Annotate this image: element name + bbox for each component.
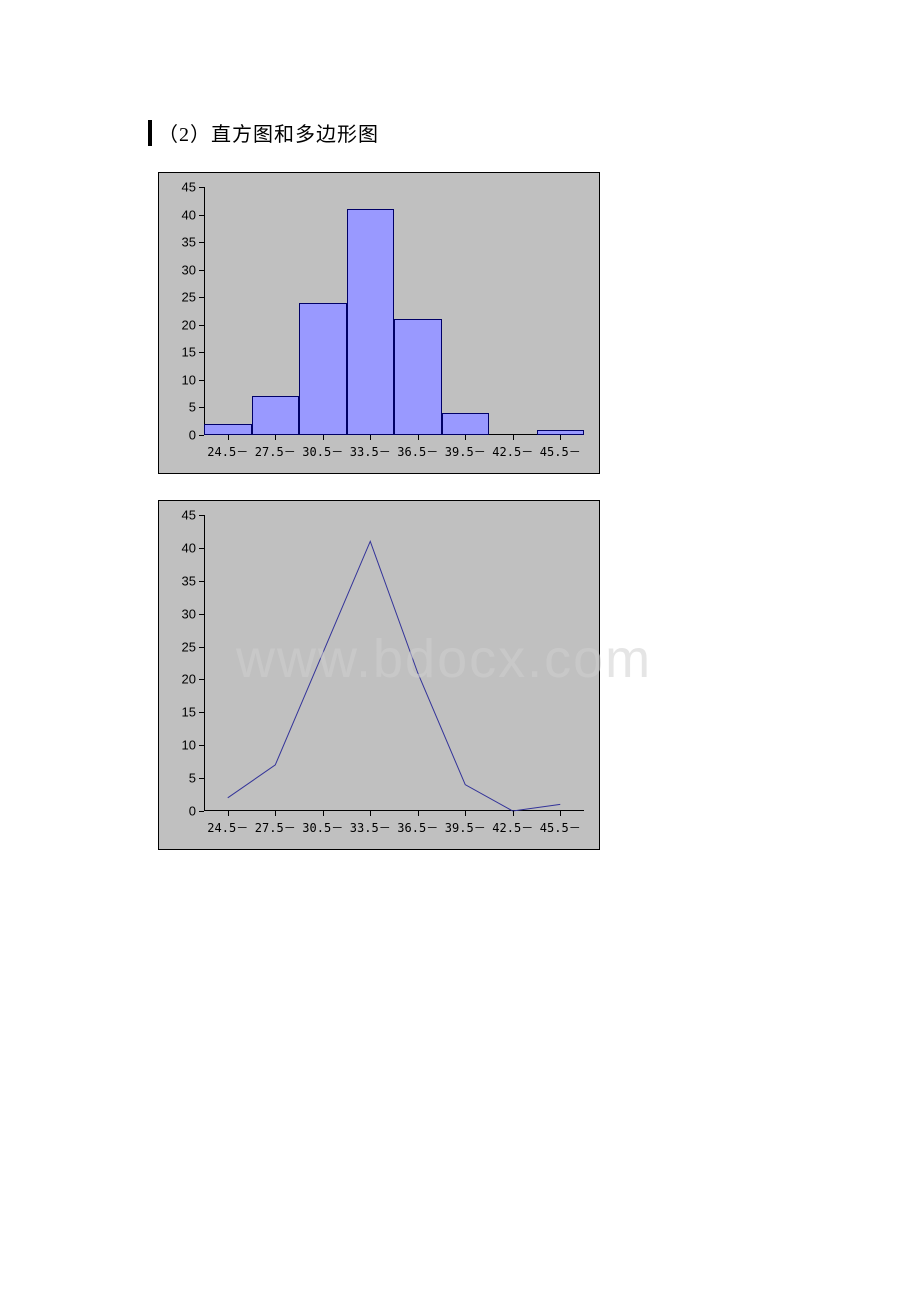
histogram-bar xyxy=(347,209,395,435)
y-tick xyxy=(199,778,204,779)
histogram-bar xyxy=(299,303,347,435)
x-tick xyxy=(465,435,466,440)
histogram-plot-area: 05101520253035404524.5－27.5－30.5－33.5－36… xyxy=(204,187,584,435)
y-axis xyxy=(204,187,205,435)
y-tick-label: 30 xyxy=(182,262,196,277)
document-page: （2）直方图和多边形图 0 5 10 15 20 25 30 35 40 45 24.5－ 27.5－… xyxy=(0,0,920,1302)
y-tick xyxy=(199,242,204,243)
x-tick xyxy=(418,435,419,440)
histogram-bar xyxy=(252,396,300,435)
y-tick xyxy=(199,297,204,298)
y-tick-label: 5 xyxy=(189,400,196,415)
x-tick xyxy=(228,811,229,816)
x-tick-label: 33.5－ xyxy=(350,443,391,460)
x-tick xyxy=(418,811,419,816)
y-tick xyxy=(199,407,204,408)
x-tick-label: 42.5－ xyxy=(492,443,533,460)
y-tick xyxy=(199,515,204,516)
x-tick-label: 24.5－ xyxy=(207,819,248,836)
histogram-chart: 0 5 10 15 20 25 30 35 40 45 24.5－ 27.5－ 30.5－ 33.5－ 36… xyxy=(158,172,600,474)
y-tick xyxy=(199,712,204,713)
y-tick-label: 10 xyxy=(182,738,196,753)
y-tick-label: 20 xyxy=(182,317,196,332)
y-tick xyxy=(199,581,204,582)
x-tick-label: 36.5－ xyxy=(397,443,438,460)
y-tick-label: 25 xyxy=(182,290,196,305)
title-accent-bar xyxy=(148,120,152,146)
x-tick-label: 45.5－ xyxy=(540,443,581,460)
y-tick-label: 45 xyxy=(182,180,196,195)
y-tick-label: 25 xyxy=(182,639,196,654)
x-tick-label: 33.5－ xyxy=(350,819,391,836)
x-tick xyxy=(465,811,466,816)
x-tick-label: 39.5－ xyxy=(445,443,486,460)
x-tick-label: 30.5－ xyxy=(302,819,343,836)
y-tick-label: 45 xyxy=(182,508,196,523)
x-tick xyxy=(560,435,561,440)
x-tick-label: 30.5－ xyxy=(302,443,343,460)
y-tick xyxy=(199,215,204,216)
y-tick xyxy=(199,647,204,648)
x-tick xyxy=(513,811,514,816)
x-tick xyxy=(370,811,371,816)
y-tick xyxy=(199,679,204,680)
y-tick-label: 30 xyxy=(182,606,196,621)
y-tick-label: 40 xyxy=(182,207,196,222)
x-tick xyxy=(560,811,561,816)
x-tick xyxy=(370,435,371,440)
y-tick xyxy=(199,745,204,746)
x-tick xyxy=(275,811,276,816)
x-tick xyxy=(323,435,324,440)
histogram-bar xyxy=(394,319,442,435)
y-tick-label: 10 xyxy=(182,372,196,387)
y-tick-label: 15 xyxy=(182,705,196,720)
y-tick xyxy=(199,380,204,381)
histogram-bar xyxy=(537,430,585,436)
histogram-bar xyxy=(204,424,252,435)
y-tick-label: 35 xyxy=(182,235,196,250)
section-title-row: （2）直方图和多边形图 xyxy=(148,118,379,147)
y-tick xyxy=(199,325,204,326)
histogram-bar xyxy=(442,413,490,435)
polygon-line xyxy=(204,515,584,811)
polygon-plot-area: 05101520253035404524.5－27.5－30.5－33.5－36… xyxy=(204,515,584,811)
section-title: （2）直方图和多边形图 xyxy=(158,118,379,147)
y-tick xyxy=(199,270,204,271)
y-tick-label: 0 xyxy=(189,804,196,819)
polygon-chart: 0 5 10 15 20 25 30 35 40 45 24.5－ 27.5－ 30.5－ 33.5－ 36… xyxy=(158,500,600,850)
y-tick xyxy=(199,548,204,549)
x-tick xyxy=(323,811,324,816)
x-tick-label: 27.5－ xyxy=(255,819,296,836)
y-tick-label: 15 xyxy=(182,345,196,360)
x-tick-label: 42.5－ xyxy=(492,819,533,836)
x-tick-label: 36.5－ xyxy=(397,819,438,836)
y-tick xyxy=(199,187,204,188)
y-tick xyxy=(199,811,204,812)
y-tick-label: 20 xyxy=(182,672,196,687)
x-tick-label: 27.5－ xyxy=(255,443,296,460)
x-tick-label: 45.5－ xyxy=(540,819,581,836)
y-tick-label: 0 xyxy=(189,428,196,443)
x-tick-label: 24.5－ xyxy=(207,443,248,460)
y-tick xyxy=(199,352,204,353)
y-tick xyxy=(199,435,204,436)
y-tick xyxy=(199,614,204,615)
x-tick xyxy=(228,435,229,440)
polygon-polyline xyxy=(228,541,561,811)
x-tick-label: 39.5－ xyxy=(445,819,486,836)
y-tick-label: 5 xyxy=(189,771,196,786)
x-tick xyxy=(513,435,514,440)
y-tick-label: 40 xyxy=(182,540,196,555)
y-tick-label: 35 xyxy=(182,573,196,588)
x-tick xyxy=(275,435,276,440)
